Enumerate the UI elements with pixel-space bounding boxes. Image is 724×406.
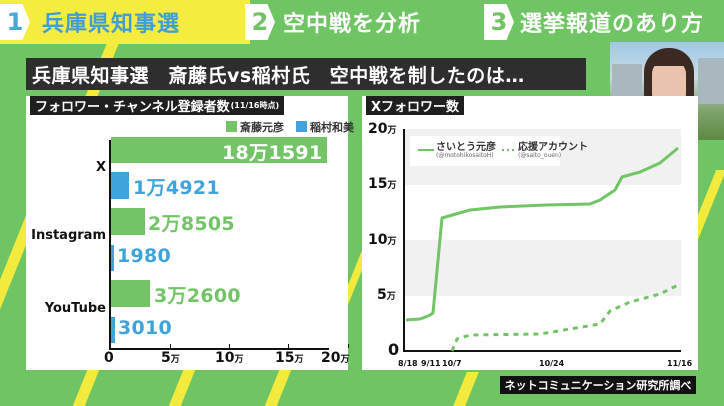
tab-election-reporting[interactable]: 選挙報道のあり方 [520, 12, 705, 37]
category-label-x: X [95, 160, 106, 175]
value-youtube-saito: 3万2600 [154, 285, 241, 307]
y-tick-unit: 万 [387, 181, 397, 191]
tab-active-bg [0, 0, 250, 44]
y-tick-unit: 万 [387, 126, 397, 136]
bar-instagram-saito [111, 208, 145, 235]
x-tick-10: 10万 [215, 350, 244, 366]
decorative-stripe [263, 368, 293, 406]
value-instagram-saito: 2万8505 [148, 213, 235, 235]
y-tick-5: 5万 [377, 287, 396, 303]
decorative-stripe [71, 368, 101, 406]
presenter-bangs [650, 52, 688, 66]
bar-chart-x-axis [109, 348, 329, 350]
legend-swatch-inamura [296, 121, 307, 132]
bar-x-saito [111, 137, 327, 163]
y-tick-value: 0 [388, 340, 400, 359]
x-tick-mark [170, 344, 171, 348]
x-tick-value: 10 [215, 350, 235, 366]
legend-label-support: 応援アカウント [518, 142, 588, 153]
y-tick-unit: 万 [386, 292, 396, 302]
x-tick-unit: 万 [340, 355, 350, 365]
x-date-tick: 10/7 [442, 359, 462, 368]
y-tick-value: 15 [368, 176, 388, 192]
x-tick-mark [229, 344, 230, 348]
tab-number-2: 2 [245, 4, 275, 40]
x-tick-value: 5 [161, 350, 171, 366]
y-tick-20: 20万 [368, 121, 397, 137]
bar-youtube-saito [111, 280, 150, 307]
x-tick-unit: 万 [234, 355, 244, 365]
series-saito-official [405, 146, 679, 322]
category-label-instagram: Instagram [31, 228, 106, 243]
x-tick-value: 0 [104, 350, 114, 366]
background-building [698, 58, 724, 104]
decorative-stripe [453, 372, 479, 406]
value-x-inamura: 1万4921 [133, 177, 220, 199]
value-instagram-inamura: 1980 [117, 245, 172, 267]
legend-label-inamura: 稲村和美 [310, 121, 354, 134]
category-label-youtube: YouTube [44, 301, 106, 316]
line-chart-title: Xフォロワー数 [366, 96, 465, 115]
x-tick-5: 5万 [161, 350, 180, 366]
x-tick-20: 20万 [321, 350, 350, 366]
value-x-saito: 18万1591 [222, 142, 323, 164]
legend-solid-line-icon [418, 149, 434, 151]
y-tick-value: 20 [368, 121, 388, 137]
bar-youtube-inamura [111, 317, 115, 343]
x-tick-value: 15 [275, 350, 295, 366]
y-tick-0: 0 [388, 340, 399, 359]
line-chart-legend [410, 136, 560, 166]
y-tick-value: 5 [377, 287, 387, 303]
x-tick-0: 0 [104, 350, 114, 366]
x-date-tick: 10/24 [539, 359, 565, 368]
decorative-stripe [167, 368, 197, 406]
x-date-tick: 8/18 [398, 359, 418, 368]
bar-chart-title: フォロワー・チャンネル登録者数 (11/16時点) [30, 96, 285, 115]
legend-handle-support: (@saito_ouen) [518, 152, 562, 159]
bar-chart-title-text: フォロワー・チャンネル登録者数 [35, 100, 230, 115]
x-tick-unit: 万 [170, 355, 180, 365]
grid-band [404, 240, 681, 296]
y-tick-10: 10万 [368, 232, 397, 248]
legend-label-saito: 斎藤元彦 [240, 121, 284, 134]
bar-instagram-inamura [111, 245, 114, 271]
x-tick-value: 20 [321, 350, 341, 366]
bar-x-inamura [111, 172, 129, 199]
x-tick-mark [288, 344, 289, 348]
legend-handle-official: (@motohikosaitoH) [436, 152, 494, 159]
x-tick-mark [348, 344, 349, 348]
y-tick-value: 10 [368, 232, 388, 248]
bar-chart-title-note: (11/16時点) [230, 101, 280, 110]
tab-number-1: 1 [0, 4, 30, 40]
y-tick-unit: 万 [387, 237, 397, 247]
legend-swatch-saito [226, 121, 237, 132]
y-tick-15: 15万 [368, 176, 397, 192]
x-tick-15: 15万 [275, 350, 304, 366]
tab-number-3: 3 [484, 4, 514, 40]
data-source-label: ネットコミュニケーション研究所調べ [500, 376, 696, 394]
tab-air-war-analysis[interactable]: 空中戦を分析 [283, 12, 422, 37]
x-date-tick: 9/11 [421, 359, 441, 368]
tab-hyogo-election[interactable]: 兵庫県知事選 [42, 12, 181, 37]
legend-dashed-line-icon [502, 149, 516, 151]
legend-label-official: さいとう元彦 [436, 142, 496, 153]
headline-bar: 兵庫県知事選 斎藤氏vs稲村氏 空中戦を制したのは… [26, 58, 586, 90]
x-date-tick: 11/16 [667, 359, 693, 368]
bar-chart-y-axis [109, 140, 111, 350]
x-tick-unit: 万 [294, 355, 304, 365]
topic-nav: 1 兵庫県知事選 2 空中戦を分析 3 選挙報道のあり方 [0, 0, 724, 44]
value-youtube-inamura: 3010 [118, 317, 173, 339]
